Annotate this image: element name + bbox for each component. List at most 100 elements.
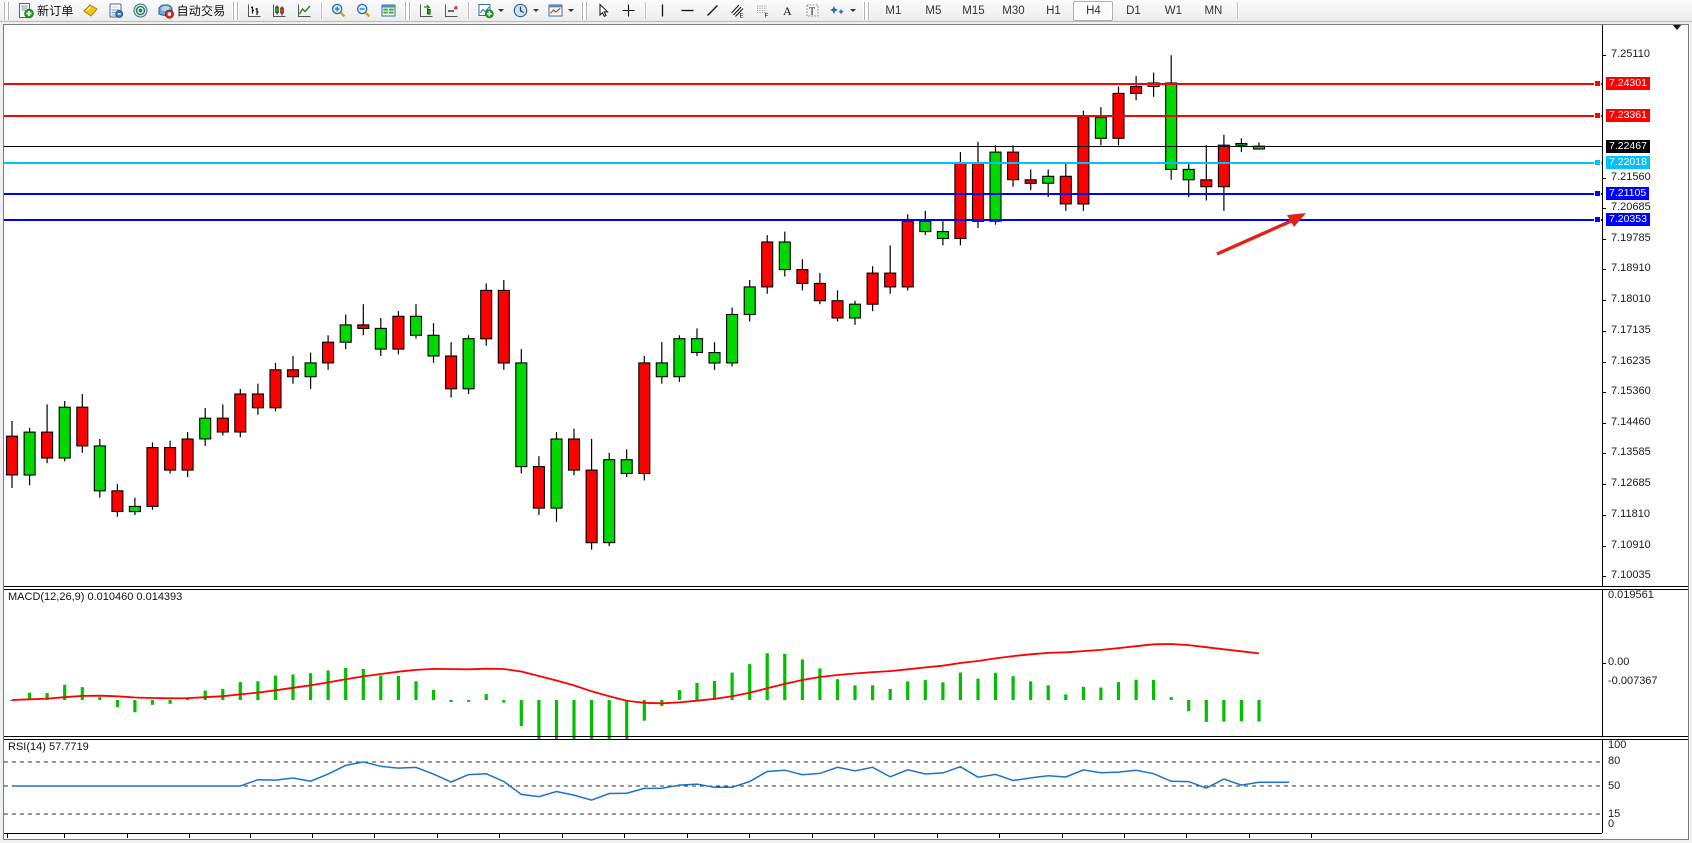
new-order-button[interactable]: 新订单 <box>13 0 78 22</box>
time-tick-label[interactable]: 7 Jun 2023 <box>10 839 64 840</box>
fibonacci-button[interactable]: F <box>750 0 775 22</box>
timeframe-m30[interactable]: M30 <box>1002 4 1025 17</box>
indicators-button[interactable] <box>473 0 508 22</box>
timeframe-h1[interactable]: H1 <box>1046 4 1061 17</box>
horizontal-line-button[interactable] <box>675 0 700 22</box>
time-tick-label[interactable]: 16 Jun 04:00 <box>627 839 691 840</box>
rsi-axis-line <box>1602 740 1603 833</box>
crosshair-button[interactable] <box>616 0 641 22</box>
time-tick-label[interactable]: 23 Jun 00:00 <box>1065 839 1129 840</box>
timeframe-h4[interactable]: H4 <box>1073 0 1114 21</box>
rsi-label: RSI(14) 57.7719 <box>8 741 89 753</box>
equidistant-channel-button[interactable]: E <box>725 0 750 22</box>
candlestick-chart-button[interactable] <box>267 0 292 22</box>
chart-window[interactable]: USDCNH-,H4 7.22393 7.22578 7.22391 7.224… <box>3 24 1689 840</box>
periods-caret-icon[interactable] <box>532 2 539 19</box>
time-tick-label[interactable]: 8 Jun 16:00 <box>130 839 188 840</box>
toolbar-grip-4[interactable] <box>581 1 589 20</box>
price-line-handle[interactable] <box>1594 79 1601 87</box>
rsi-chart-svg <box>4 761 1602 815</box>
autotrading-button[interactable]: 自动交易 <box>153 0 230 22</box>
line-chart-button[interactable] <box>292 0 317 22</box>
timeframe-m1[interactable]: M1 <box>885 4 902 17</box>
time-tick-label[interactable]: 21 Jun 16:00 <box>940 839 1004 840</box>
toolbar-grip-2[interactable] <box>232 1 240 20</box>
price-line-bid-price[interactable] <box>4 161 1602 164</box>
price-line-handle[interactable] <box>1594 190 1601 198</box>
time-tick-label[interactable]: 14 Jun 04:00 <box>440 839 504 840</box>
bar-chart-button[interactable] <box>242 0 267 22</box>
timeframe-m5[interactable]: M5 <box>925 4 942 17</box>
pane-divider-1[interactable] <box>4 586 1688 587</box>
price-line-resistance-2[interactable] <box>4 115 1602 118</box>
price-line-support-1[interactable] <box>4 193 1602 196</box>
toolbar-grip[interactable] <box>3 1 10 20</box>
price-line-last-price[interactable] <box>4 146 1602 148</box>
trendline-button[interactable] <box>700 0 725 22</box>
price-tick-label: 7.19785 <box>1611 232 1651 245</box>
chart-shift-button[interactable] <box>439 0 464 22</box>
timeframe-m15[interactable]: M15 <box>962 4 985 17</box>
timeframe-mn[interactable]: MN <box>1204 4 1223 17</box>
objects-button[interactable] <box>825 0 860 22</box>
svg-text:A: A <box>783 4 792 18</box>
auto-scroll-icon <box>420 4 433 17</box>
zoom-in-button[interactable] <box>326 0 351 22</box>
price-tick-label: 7.10035 <box>1611 569 1651 581</box>
price-line-support-2[interactable] <box>4 219 1602 222</box>
templates-caret-icon[interactable] <box>567 2 574 19</box>
zoom-out-button[interactable] <box>351 0 376 22</box>
vertical-line-button[interactable] <box>650 0 675 22</box>
macd-histogram-bar <box>168 700 172 704</box>
signals-button[interactable] <box>128 0 153 22</box>
macd-pane[interactable] <box>4 590 1602 762</box>
time-tick-label[interactable]: 19 Jun 00:00 <box>690 839 754 840</box>
toolbar-separator-1 <box>321 2 323 19</box>
cursor-button[interactable] <box>591 0 616 22</box>
new-order-icon <box>19 3 34 19</box>
time-tick-label[interactable]: 15 Jun 12:00 <box>565 839 629 840</box>
templates-button[interactable] <box>543 0 578 22</box>
toolbar-grip-3[interactable] <box>404 1 412 20</box>
time-tick-label[interactable]: 19 Jun 16:00 <box>752 839 816 840</box>
time-tick-label[interactable]: 14 Jun 20:00 <box>502 839 566 840</box>
time-tick-label[interactable]: 23 Jun 16:00 <box>1127 839 1191 840</box>
time-tick-label[interactable]: 27 Jun 20:00 <box>1314 839 1378 840</box>
time-tick-label[interactable]: 27 Jun 04:00 <box>1252 839 1316 840</box>
time-tick-label[interactable]: 12 Jun 04:00 <box>253 839 317 840</box>
time-tick-label[interactable]: 12 Jun 20:00 <box>315 839 379 840</box>
toolbar-grip-5[interactable] <box>863 1 871 20</box>
text-button[interactable]: A <box>775 0 800 22</box>
auto-scroll-button[interactable] <box>414 0 439 22</box>
text-label-button[interactable]: T <box>800 0 825 22</box>
price-line-handle[interactable] <box>1594 158 1601 166</box>
price-line-handle[interactable] <box>1594 112 1601 120</box>
macd-tick-label: 0.019561 <box>1608 589 1654 601</box>
rsi-pane[interactable] <box>4 740 1602 833</box>
indicators-caret-icon[interactable] <box>497 2 504 19</box>
periods-button[interactable] <box>508 0 543 22</box>
price-line-handle[interactable] <box>1594 216 1601 224</box>
time-tick-mark <box>624 833 626 838</box>
metaeditor-button[interactable] <box>78 0 103 22</box>
data-window-button[interactable] <box>376 0 401 22</box>
time-tick-label[interactable]: 8 Jun 00:00 <box>67 839 125 840</box>
text-label-icon: T <box>806 4 819 18</box>
time-tick-label[interactable]: 20 Jun 08:00 <box>815 839 879 840</box>
price-tick-label: 7.15360 <box>1611 384 1651 397</box>
time-tick-label[interactable]: 26 Jun 12:00 <box>1189 839 1253 840</box>
time-tick-label[interactable]: 9 Jun 08:00 <box>192 839 250 840</box>
time-tick-label[interactable]: 22 Jun 08:00 <box>1002 839 1066 840</box>
terminal-button[interactable] <box>103 0 128 22</box>
timeframe-w1[interactable]: W1 <box>1164 4 1183 17</box>
time-tick-label[interactable]: 21 Jun 00:00 <box>877 839 941 840</box>
signals-icon <box>133 3 148 18</box>
macd-histogram-bar <box>923 680 927 700</box>
macd-histogram-bar <box>98 697 102 700</box>
price-line-resistance-1[interactable] <box>4 82 1602 85</box>
time-tick-label[interactable]: 13 Jun 12:00 <box>377 839 441 840</box>
pane-divider-2[interactable] <box>4 736 1688 737</box>
macd-histogram-bar <box>414 681 418 700</box>
objects-caret-icon[interactable] <box>849 2 856 19</box>
timeframe-d1[interactable]: D1 <box>1126 4 1141 17</box>
